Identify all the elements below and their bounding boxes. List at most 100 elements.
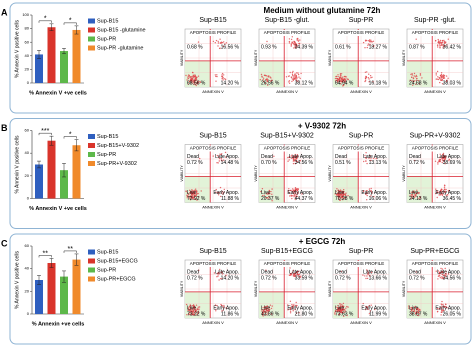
quadrant-label: Live bbox=[409, 190, 418, 196]
event-dot bbox=[335, 190, 337, 192]
event-dot bbox=[189, 307, 192, 309]
event-dot bbox=[191, 307, 193, 310]
event-dot bbox=[347, 78, 349, 81]
event-dot bbox=[193, 83, 195, 86]
event-dot bbox=[266, 77, 268, 80]
quadrant-percent: 13.66 % bbox=[369, 275, 388, 281]
event-dot bbox=[343, 197, 346, 199]
event-dot bbox=[337, 304, 339, 307]
quadrant-label: Live bbox=[261, 190, 270, 196]
plot-subtitle: APOPTOSIS PROFILE bbox=[338, 146, 384, 151]
event-dot bbox=[196, 193, 198, 195]
event-dot bbox=[186, 314, 188, 316]
event-dot bbox=[265, 269, 267, 271]
event-dot bbox=[289, 71, 291, 74]
quadrant-percent: 68.56 % bbox=[187, 80, 206, 86]
event-dot bbox=[293, 158, 295, 160]
event-dot bbox=[265, 193, 268, 195]
event-dot bbox=[218, 191, 220, 194]
event-dot bbox=[221, 190, 223, 193]
event-dot bbox=[288, 159, 290, 161]
event-dot bbox=[296, 38, 298, 40]
event-dot bbox=[364, 154, 366, 157]
event-dot bbox=[190, 310, 192, 312]
event-dot bbox=[370, 187, 372, 190]
legend-label: Sup-PR bbox=[97, 267, 116, 273]
event-dot bbox=[369, 154, 371, 157]
event-dot bbox=[223, 191, 225, 193]
event-dot bbox=[268, 76, 270, 78]
event-dot bbox=[216, 304, 218, 307]
quadrant-percent: 44.37 % bbox=[295, 196, 314, 202]
plot-x-label: ANNEXIN V bbox=[424, 89, 446, 94]
event-dot bbox=[197, 80, 199, 83]
quadrant-label: Early Apop. bbox=[435, 305, 461, 311]
event-dot bbox=[335, 75, 338, 78]
quadrant-label: Live bbox=[187, 190, 196, 196]
event-dot bbox=[294, 160, 296, 162]
event-dot bbox=[288, 42, 291, 44]
event-dot bbox=[288, 188, 290, 190]
quadrant-percent: 38.12 % bbox=[295, 80, 314, 86]
event-dot bbox=[419, 74, 422, 76]
event-dot bbox=[346, 314, 348, 317]
event-dot bbox=[445, 188, 447, 191]
event-dot bbox=[266, 80, 268, 83]
live-gate bbox=[333, 60, 359, 87]
plot-y-label: VIABILITY bbox=[328, 165, 332, 182]
event-dot bbox=[293, 156, 295, 158]
panel-frame bbox=[9, 2, 472, 114]
quadrant-percent: 36.45 % bbox=[443, 196, 462, 202]
event-dot bbox=[261, 75, 263, 78]
event-dot bbox=[266, 314, 268, 316]
event-dot bbox=[225, 307, 227, 309]
event-dot bbox=[218, 157, 221, 160]
error-bar bbox=[37, 160, 41, 169]
event-dot bbox=[197, 192, 199, 195]
event-dot bbox=[187, 308, 189, 310]
event-dot bbox=[443, 274, 445, 276]
error-bar bbox=[49, 135, 54, 146]
event-dot bbox=[221, 72, 224, 75]
event-dot bbox=[443, 190, 445, 193]
event-dot bbox=[215, 191, 217, 193]
event-dot bbox=[262, 313, 264, 315]
panel-letter: B bbox=[1, 123, 8, 133]
event-dot bbox=[442, 193, 444, 195]
event-dot bbox=[197, 312, 199, 315]
legend-swatch bbox=[88, 249, 95, 255]
event-dot bbox=[195, 304, 198, 306]
event-dot bbox=[218, 279, 220, 281]
event-dot bbox=[437, 278, 439, 280]
event-dot bbox=[414, 159, 416, 162]
event-dot bbox=[367, 307, 369, 310]
event-dot bbox=[413, 310, 415, 313]
quadrant-percent: 34.39 % bbox=[295, 44, 314, 50]
event-dot bbox=[347, 306, 349, 308]
y-tick-label: 80 bbox=[25, 26, 30, 31]
event-dot bbox=[340, 73, 343, 75]
event-dot bbox=[288, 75, 290, 77]
plot-x-label: ANNEXIN V bbox=[276, 89, 298, 94]
event-dot bbox=[219, 272, 221, 274]
event-dot bbox=[437, 161, 439, 164]
event-dot bbox=[415, 195, 417, 197]
event-dot bbox=[271, 79, 273, 81]
event-dot bbox=[440, 308, 443, 310]
event-dot bbox=[297, 39, 299, 41]
event-dot bbox=[441, 277, 443, 280]
event-dot bbox=[262, 77, 265, 79]
event-dot bbox=[439, 194, 442, 196]
event-dot bbox=[273, 155, 275, 157]
event-dot bbox=[366, 162, 368, 165]
significance-bracket bbox=[63, 22, 77, 25]
event-dot bbox=[336, 78, 338, 80]
event-dot bbox=[222, 193, 224, 195]
quadrant-label: Early Apop. bbox=[361, 305, 387, 311]
y-tick-label: 60 bbox=[25, 39, 30, 44]
legend-label: Sup-B15 bbox=[97, 18, 118, 24]
event-dot bbox=[370, 195, 372, 197]
panel-frame bbox=[9, 233, 472, 345]
event-dot bbox=[443, 184, 446, 186]
event-dot bbox=[440, 73, 443, 76]
